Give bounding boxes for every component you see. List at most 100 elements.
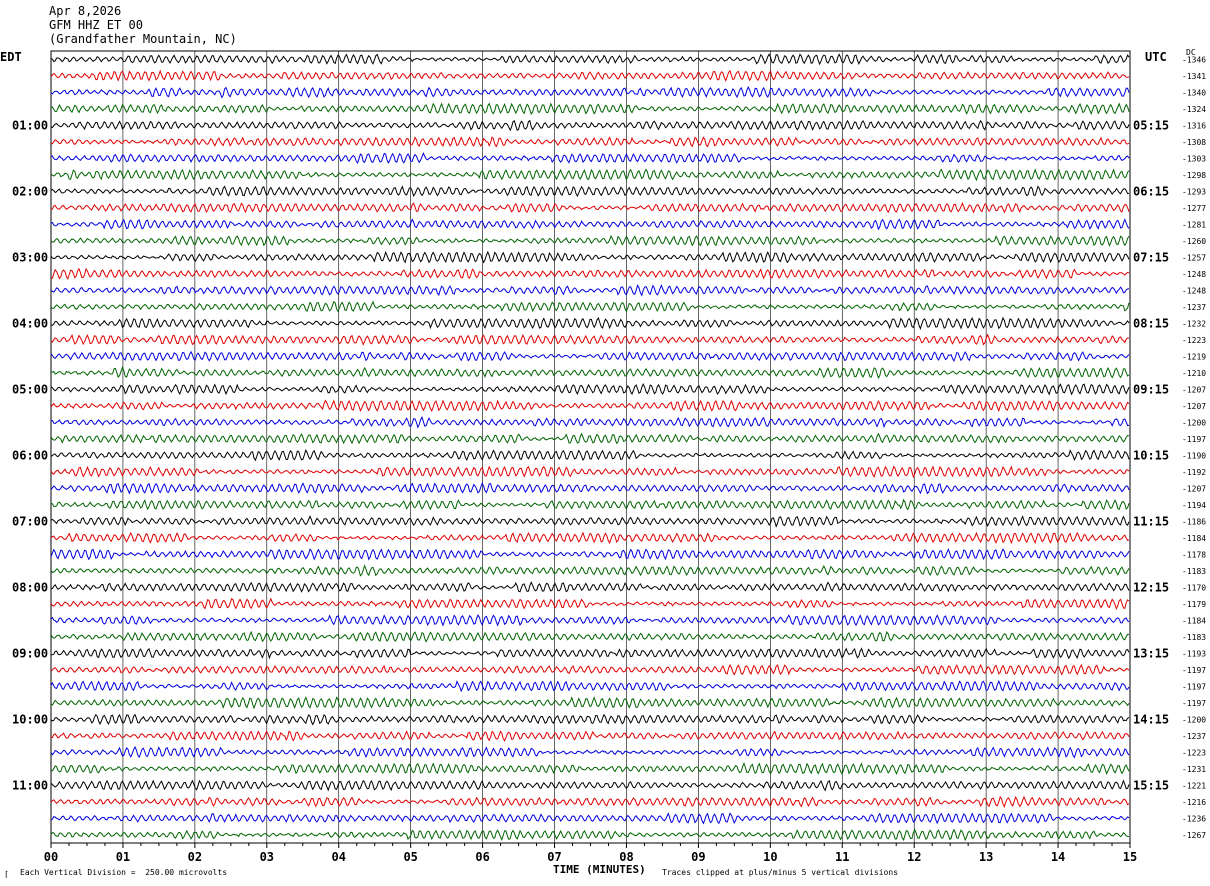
trace-row-28 — [50, 515, 1130, 528]
x-axis-title: TIME (MINUTES) — [553, 863, 646, 876]
x-tick-label-15: 15 — [1123, 850, 1137, 864]
dc-value-12: -1257 — [1182, 253, 1206, 262]
x-tick-label-02: 02 — [188, 850, 202, 864]
edt-hour-label: 05:00 — [12, 382, 48, 396]
dc-value-8: -1293 — [1182, 187, 1206, 196]
trace-row-44 — [50, 779, 1130, 792]
trace-row-46 — [50, 812, 1130, 825]
x-tick-label-13: 13 — [979, 850, 993, 864]
trace-row-17 — [50, 333, 1130, 346]
dc-value-42: -1223 — [1182, 748, 1206, 757]
trace-row-10 — [50, 218, 1130, 231]
dc-value-21: -1207 — [1182, 402, 1206, 411]
dc-value-34: -1184 — [1182, 616, 1206, 625]
dc-value-20: -1207 — [1182, 385, 1206, 394]
dc-value-14: -1248 — [1182, 286, 1206, 295]
dc-value-43: -1231 — [1182, 765, 1206, 774]
x-tick-label-04: 04 — [332, 850, 346, 864]
utc-hour-label: 13:15 — [1133, 646, 1169, 660]
utc-hour-label: 08:15 — [1133, 316, 1169, 330]
trace-row-6 — [50, 152, 1130, 164]
utc-hour-label: 11:15 — [1133, 514, 1169, 528]
trace-row-36 — [50, 647, 1130, 660]
header-station: GFM HHZ ET 00 — [49, 18, 143, 32]
dc-value-41: -1237 — [1182, 732, 1206, 741]
trace-row-11 — [50, 234, 1130, 247]
dc-value-27: -1194 — [1182, 501, 1206, 510]
x-tick-label-01: 01 — [116, 850, 130, 864]
trace-row-25 — [50, 465, 1130, 479]
dc-value-25: -1192 — [1182, 468, 1206, 477]
trace-row-47 — [50, 828, 1130, 842]
utc-hour-label: 10:15 — [1133, 448, 1169, 462]
trace-row-16 — [50, 316, 1130, 330]
left-timezone-label: EDT — [0, 50, 22, 64]
trace-row-24 — [50, 448, 1130, 462]
dc-value-23: -1197 — [1182, 435, 1206, 444]
x-tick-label-10: 10 — [763, 850, 777, 864]
clip-note: Traces clipped at plus/minus 5 vertical … — [662, 868, 899, 877]
dc-value-5: -1308 — [1182, 138, 1206, 147]
utc-hour-label: 06:15 — [1133, 184, 1169, 198]
trace-row-32 — [50, 581, 1130, 593]
trace-row-39 — [50, 696, 1130, 710]
trace-row-18 — [50, 350, 1130, 363]
trace-row-33 — [50, 597, 1130, 611]
utc-hour-label: 14:15 — [1133, 712, 1169, 726]
trace-row-29 — [50, 531, 1130, 545]
dc-value-39: -1197 — [1182, 699, 1206, 708]
dc-value-2: -1340 — [1182, 88, 1206, 97]
dc-value-15: -1237 — [1182, 303, 1206, 312]
trace-row-40 — [50, 713, 1130, 726]
dc-value-24: -1190 — [1182, 451, 1206, 460]
edt-hour-label: 11:00 — [12, 778, 48, 792]
dc-value-37: -1197 — [1182, 666, 1206, 675]
trace-row-45 — [50, 795, 1130, 809]
dc-value-13: -1248 — [1182, 270, 1206, 279]
trace-row-42 — [50, 745, 1130, 759]
trace-row-23 — [50, 432, 1130, 445]
dc-value-31: -1183 — [1182, 567, 1206, 576]
utc-hour-label: 09:15 — [1133, 382, 1169, 396]
edt-hour-label: 08:00 — [12, 580, 48, 594]
trace-row-35 — [50, 630, 1130, 643]
trace-row-0 — [50, 53, 1130, 66]
trace-row-1 — [50, 69, 1130, 82]
scale-note: Each Vertical Division = 250.00 microvol… — [20, 868, 228, 877]
dc-value-3: -1324 — [1182, 105, 1206, 114]
x-tick-label-12: 12 — [907, 850, 921, 864]
utc-hour-label: 12:15 — [1133, 580, 1169, 594]
trace-row-3 — [50, 102, 1130, 115]
x-tick-label-08: 08 — [619, 850, 633, 864]
x-tick-label-06: 06 — [475, 850, 489, 864]
dc-value-33: -1179 — [1182, 600, 1206, 609]
utc-hour-label: 05:15 — [1133, 118, 1169, 132]
trace-row-27 — [50, 498, 1130, 511]
dc-value-29: -1184 — [1182, 534, 1206, 543]
x-tick-label-09: 09 — [691, 850, 705, 864]
header-location: (Grandfather Mountain, NC) — [49, 32, 237, 46]
dc-value-26: -1207 — [1182, 484, 1206, 493]
dc-value-1: -1341 — [1182, 72, 1206, 81]
trace-row-43 — [50, 762, 1130, 776]
trace-row-31 — [50, 564, 1130, 577]
dc-value-7: -1298 — [1182, 171, 1206, 180]
trace-row-30 — [50, 548, 1130, 561]
dc-value-11: -1260 — [1182, 237, 1206, 246]
x-tick-label-03: 03 — [260, 850, 274, 864]
dc-value-30: -1178 — [1182, 550, 1206, 559]
dc-value-16: -1232 — [1182, 319, 1206, 328]
trace-row-14 — [50, 284, 1130, 297]
dc-value-40: -1200 — [1182, 715, 1206, 724]
edt-hour-label: 02:00 — [12, 184, 48, 198]
dc-value-9: -1277 — [1182, 204, 1206, 213]
plot-frame — [50, 50, 1131, 844]
dc-value-45: -1216 — [1182, 798, 1206, 807]
x-tick-label-14: 14 — [1051, 850, 1065, 864]
utc-hour-label: 15:15 — [1133, 778, 1169, 792]
trace-row-34 — [50, 614, 1130, 627]
trace-row-38 — [50, 679, 1130, 693]
dc-value-32: -1170 — [1182, 583, 1206, 592]
edt-hour-label: 09:00 — [12, 646, 48, 660]
